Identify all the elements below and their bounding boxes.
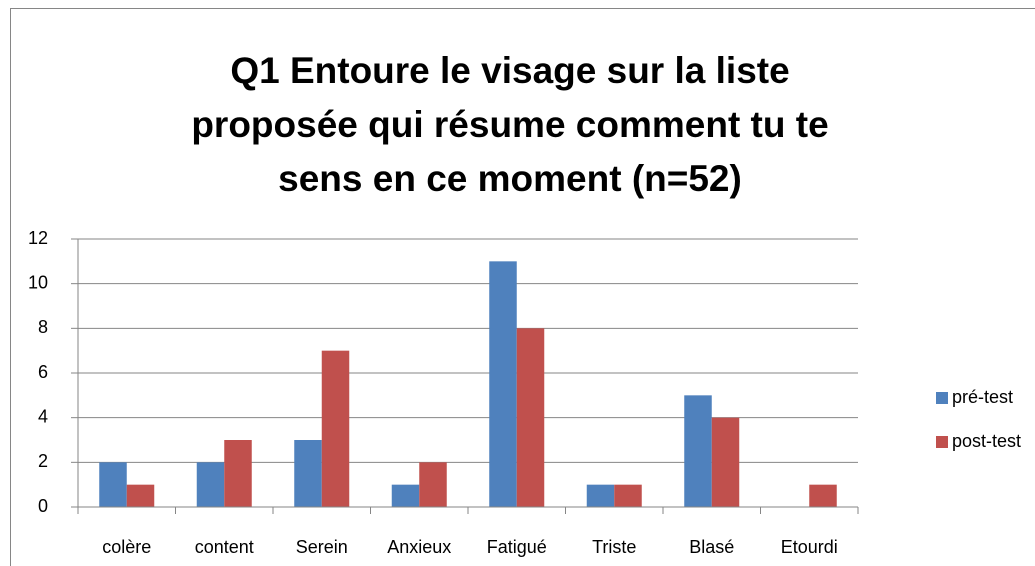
bar: [489, 261, 517, 507]
x-tick-label: Triste: [592, 537, 636, 557]
bar: [419, 462, 447, 507]
x-tick-label: Etourdi: [781, 537, 838, 557]
x-tick-label: content: [195, 537, 254, 557]
bar: [126, 484, 155, 507]
y-tick-label: 2: [38, 451, 48, 471]
bar: [711, 417, 740, 507]
bar: [391, 484, 420, 507]
y-tick-label: 12: [28, 228, 48, 248]
bar: [614, 484, 642, 507]
x-tick-label: colère: [102, 537, 151, 557]
legend-label: post-test: [952, 431, 1021, 451]
bar: [294, 440, 322, 507]
bar: [99, 462, 127, 507]
bar: [586, 484, 615, 507]
y-tick-label: 0: [38, 496, 48, 516]
legend-swatch: [936, 392, 948, 404]
chart-title: Q1 Entoure le visage sur la liste propos…: [191, 50, 829, 199]
legend-swatch: [936, 436, 948, 448]
y-tick-label: 6: [38, 362, 48, 382]
bar: [321, 350, 350, 507]
y-tick-label: 4: [38, 406, 48, 426]
y-tick-label: 10: [28, 272, 48, 292]
x-tick-label: Anxieux: [387, 537, 451, 557]
bar: [809, 484, 837, 507]
bar: [196, 462, 225, 507]
bar: [224, 440, 252, 507]
bar: [516, 328, 545, 507]
bar: [684, 395, 712, 507]
x-tick-label: Serein: [296, 537, 348, 557]
legend-label: pré-test: [952, 387, 1013, 407]
x-tick-label: Blasé: [689, 537, 734, 557]
x-tick-label: Fatigué: [487, 537, 547, 557]
y-tick-label: 8: [38, 317, 48, 337]
